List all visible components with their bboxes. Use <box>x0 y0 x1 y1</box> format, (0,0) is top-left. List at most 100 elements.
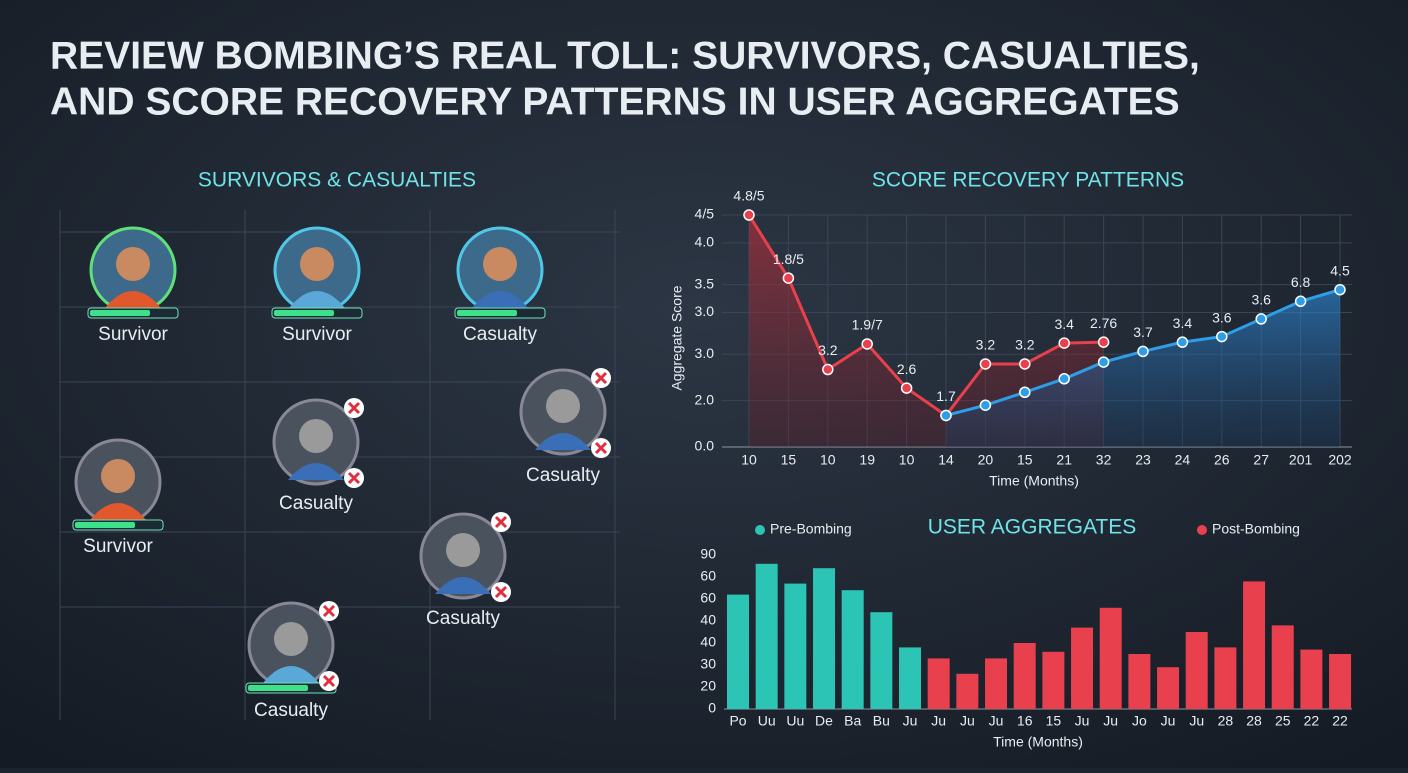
bar <box>1271 625 1294 709</box>
x-tick-label: 10 <box>899 452 915 468</box>
y-tick-label: 2.0 <box>695 391 715 407</box>
chart-title: USER AGGREGATES <box>928 516 1137 539</box>
x-tick-label: 14 <box>938 452 954 468</box>
bar <box>784 583 807 709</box>
avatar-head <box>299 419 333 453</box>
x-mark <box>494 515 508 529</box>
person-label: Casualty <box>279 493 353 514</box>
value-label: 3.6 <box>1251 292 1271 308</box>
bar <box>1128 654 1151 709</box>
avatar-head <box>116 247 150 281</box>
x-tick-label: 19 <box>859 452 875 468</box>
x-tick-label: 22 <box>1332 713 1348 729</box>
panel-title: SURVIVORS & CASUALTIES <box>198 169 476 192</box>
bar <box>1329 654 1352 709</box>
point <box>822 363 834 376</box>
bar <box>1300 649 1323 709</box>
bar <box>813 568 836 709</box>
person-label: Casualty <box>254 700 328 721</box>
x-tick-label: Ju <box>931 713 946 729</box>
title-line: REVIEW BOMBING’S REAL TOLL: SURVIVORS, C… <box>50 34 1200 77</box>
x-tick-label: Jo <box>1132 713 1147 729</box>
y-tick-label: 40 <box>700 612 716 628</box>
status-fill <box>90 310 150 316</box>
y-tick-label: 40 <box>700 634 716 650</box>
x-tick-label: 21 <box>1056 452 1072 468</box>
value-label: 3.4 <box>1173 315 1193 331</box>
person-label: Survivor <box>83 536 153 557</box>
value-label: 6.8 <box>1291 274 1311 290</box>
avatar-body <box>435 577 491 594</box>
x-tick-label: 20 <box>978 452 994 468</box>
x-tick-label: Uu <box>786 713 804 729</box>
x-tick-label: Ju <box>903 713 918 729</box>
x-tick-label: 15 <box>1017 452 1033 468</box>
x-mark <box>322 604 336 618</box>
value-label: 4.8/5 <box>733 188 764 204</box>
avatar-head <box>546 389 580 423</box>
point <box>1019 358 1031 370</box>
x-tick-label: 26 <box>1214 452 1230 468</box>
x-mark <box>347 401 361 415</box>
person-label: Casualty <box>526 465 600 486</box>
y-tick-label: 4/5 <box>695 206 715 222</box>
y-axis-label: Aggregate Score <box>669 285 685 390</box>
x-tick-label: Po <box>729 713 746 729</box>
point <box>1176 336 1189 348</box>
value-label: 1.8/5 <box>773 251 804 267</box>
legend-label: Post-Bombing <box>1212 521 1300 537</box>
x-tick-label: 24 <box>1175 452 1191 468</box>
value-label: 3.2 <box>976 337 996 353</box>
bar <box>841 590 864 709</box>
y-tick-label: 60 <box>700 568 716 584</box>
x-mark <box>594 371 608 385</box>
area <box>749 215 1104 447</box>
bar <box>1071 627 1094 709</box>
bar <box>870 612 893 709</box>
legend-label: Pre-Bombing <box>770 521 852 537</box>
x-tick-label: 22 <box>1304 713 1320 729</box>
y-tick-label: 60 <box>700 590 716 606</box>
status-fill <box>274 310 334 316</box>
avatar-body <box>90 503 146 520</box>
x-tick-label: 25 <box>1275 713 1291 729</box>
legend-swatch <box>755 525 765 535</box>
x-tick-label: De <box>815 713 833 729</box>
chart-title: SCORE RECOVERY PATTERNS <box>872 169 1184 192</box>
point <box>1216 330 1228 343</box>
y-tick-label: 90 <box>700 546 716 562</box>
bar <box>956 673 979 709</box>
x-tick-label: 23 <box>1135 452 1151 468</box>
status-fill <box>248 685 308 691</box>
x-axis-label: Time (Months) <box>993 734 1083 750</box>
x-tick-label: 10 <box>741 452 757 468</box>
y-tick-label: 3.0 <box>695 303 715 319</box>
point <box>979 399 992 411</box>
x-tick-label: Ju <box>1103 713 1118 729</box>
bar <box>755 563 778 709</box>
point <box>940 409 952 422</box>
legend-swatch <box>1197 525 1207 535</box>
person-label: Casualty <box>426 608 500 629</box>
x-tick-label: 10 <box>820 452 836 468</box>
point <box>979 358 992 370</box>
avatar-head <box>101 459 135 493</box>
x-axis-label: Time (Months) <box>989 473 1079 489</box>
point <box>900 382 913 394</box>
person-label: Survivor <box>98 324 168 345</box>
value-label: 3.7 <box>1133 324 1153 340</box>
y-tick-label: 0 <box>708 700 716 716</box>
point <box>782 272 795 284</box>
point <box>1255 313 1267 325</box>
bar <box>899 647 922 709</box>
x-tick-label: 201 <box>1289 452 1313 468</box>
point <box>1097 356 1110 368</box>
avatar-body <box>105 291 161 308</box>
avatar-head <box>300 247 334 281</box>
x-tick-label: Ju <box>1075 713 1090 729</box>
point <box>861 338 873 350</box>
y-tick-label: 3.0 <box>695 345 715 361</box>
avatar-body <box>288 463 344 480</box>
x-tick-label: Uu <box>758 713 776 729</box>
